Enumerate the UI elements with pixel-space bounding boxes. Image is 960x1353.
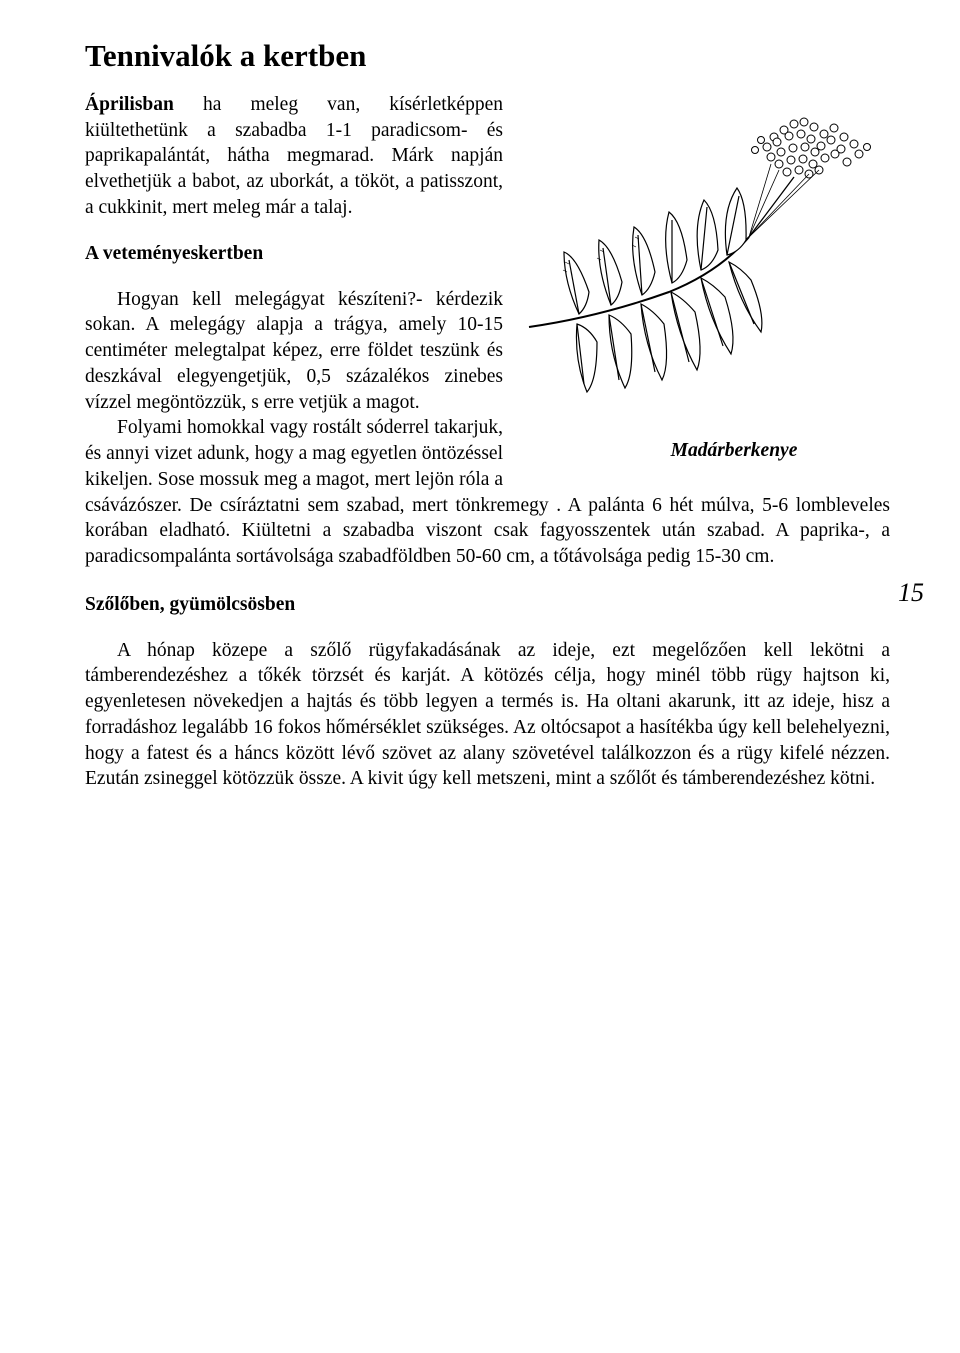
intro-bold-word: Áprilisban [85,94,174,115]
section-2-para: A hónap közepe a szőlő rügyfakadásának a… [85,638,890,792]
page-number: 15 [898,578,924,608]
article-title: Tennivalók a kertben [85,38,890,74]
main-content: Madárberkenye Áprilisban ha meleg van, k… [85,92,890,792]
figure-container: Madárberkenye [518,92,890,462]
section-2: Szőlőben, gyümölcsösben A hónap közepe a… [85,594,890,792]
section-2-heading: Szőlőben, gyümölcsösben [85,594,890,616]
figure-caption: Madárberkenye [518,440,890,462]
plant-illustration [519,92,889,432]
